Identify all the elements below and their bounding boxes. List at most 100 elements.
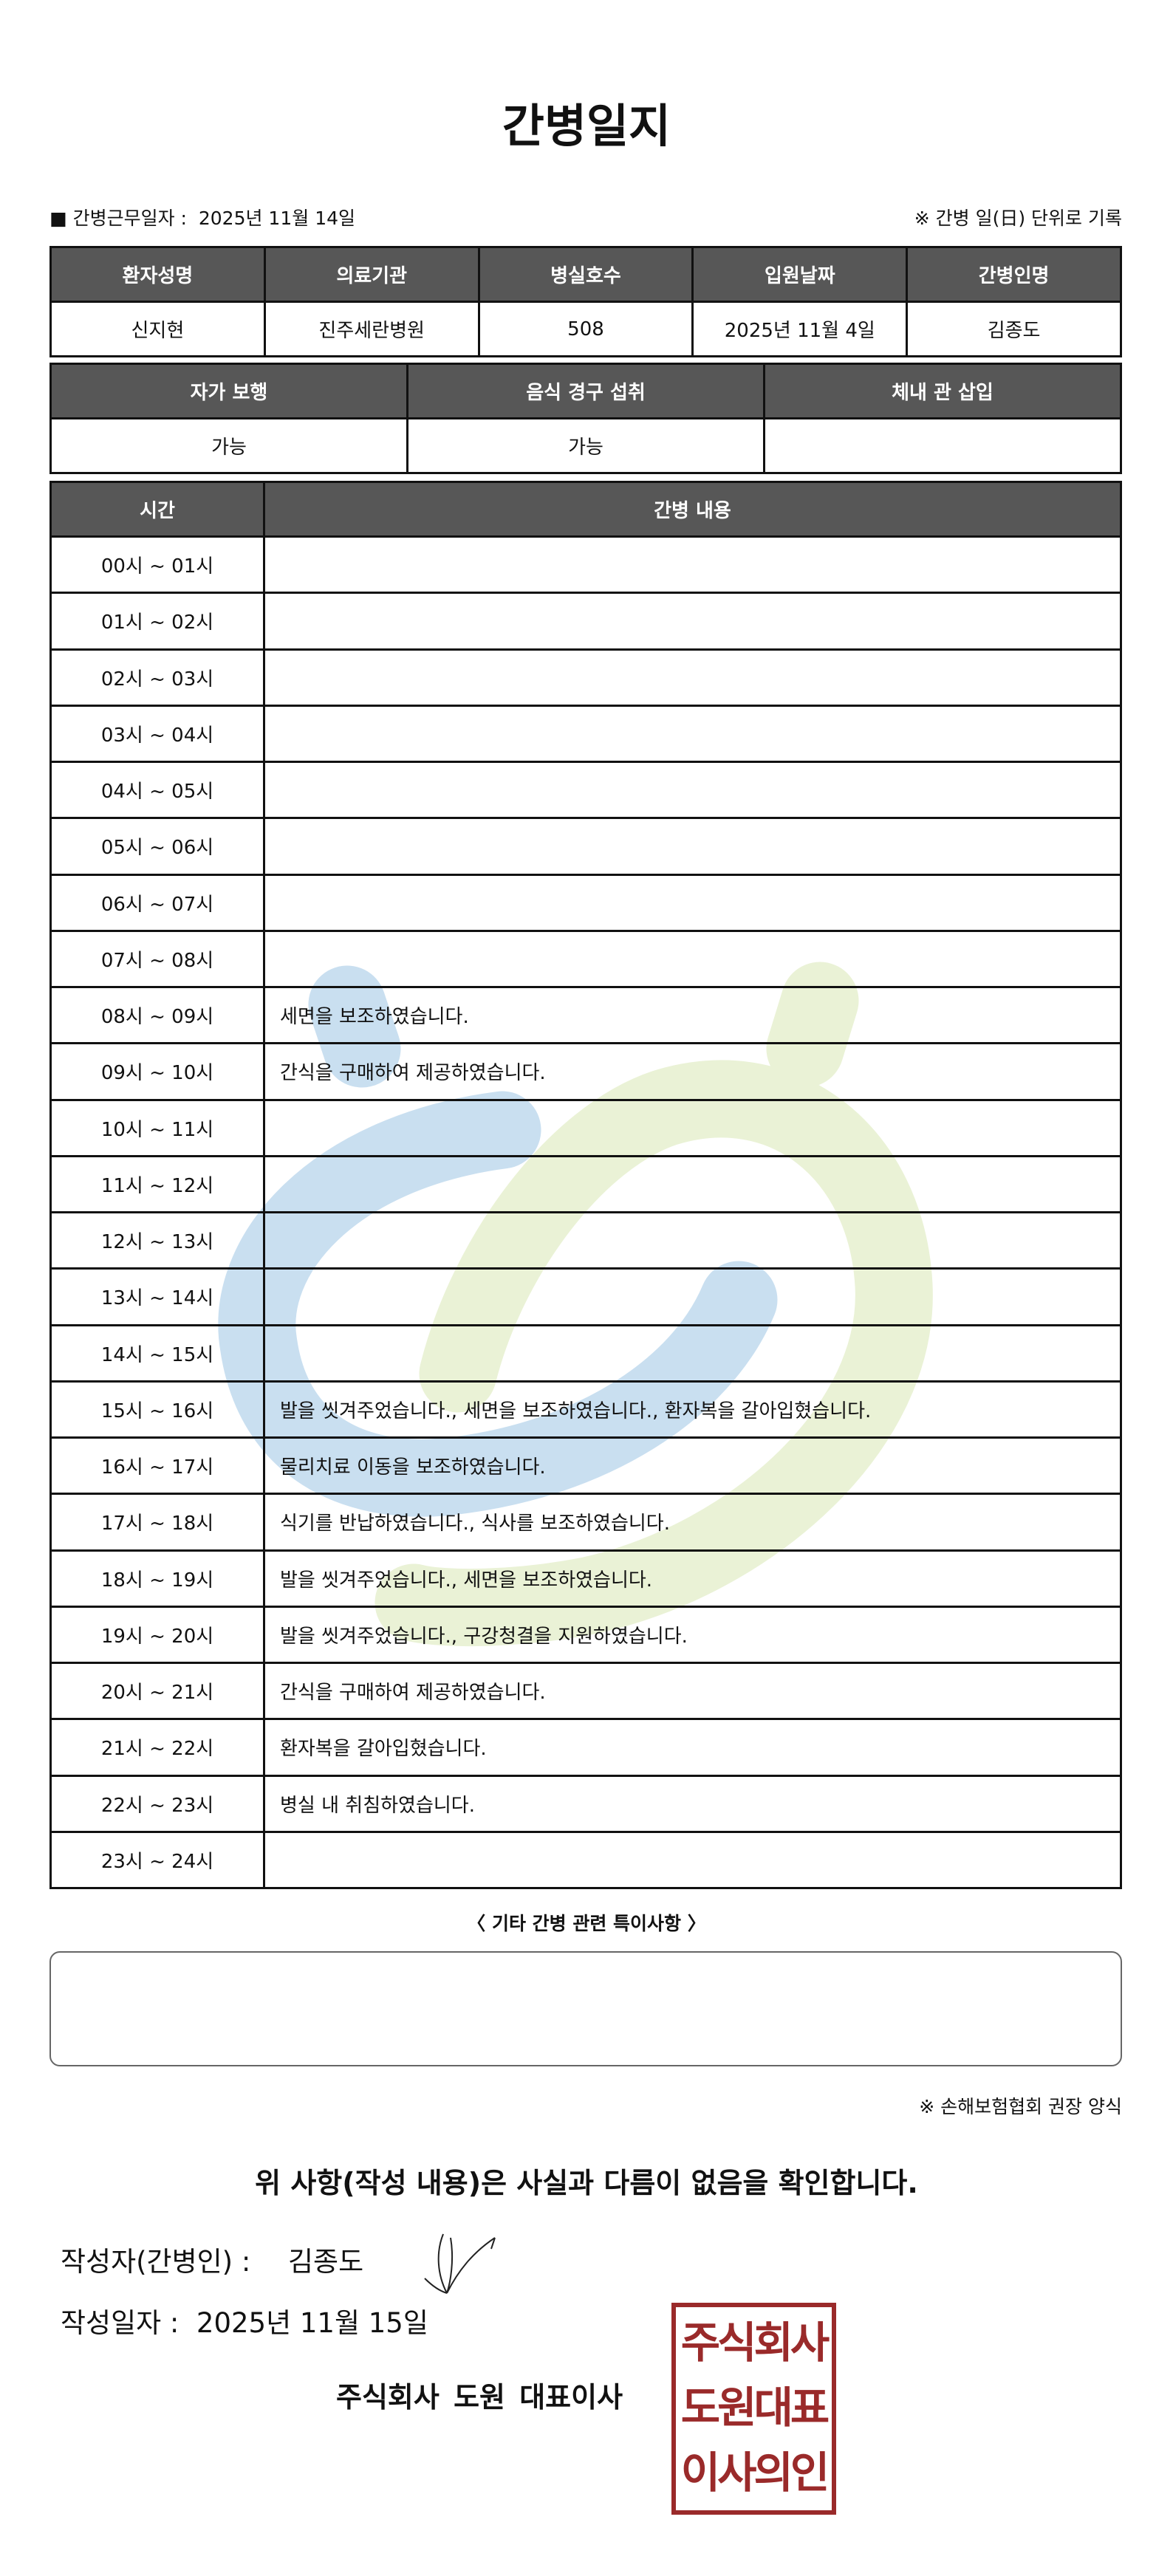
content-cell: [263, 929, 1122, 989]
content-cell: [263, 1154, 1122, 1214]
time-cell: 15시 ~ 16시: [49, 1380, 265, 1439]
table-row: 01시 ~ 02시: [49, 592, 1122, 651]
table-row: 03시 ~ 04시: [49, 704, 1122, 764]
header-hospital: 의료기관: [263, 246, 480, 303]
content-cell: 병실 내 취침하였습니다.: [263, 1774, 1122, 1833]
room-number: 508: [477, 301, 694, 357]
hospital: 진주세란병원: [263, 301, 480, 357]
time-cell: 10시 ~ 11시: [49, 1098, 265, 1157]
time-cell: 21시 ~ 22시: [49, 1718, 265, 1777]
time-cell: 11시 ~ 12시: [49, 1154, 265, 1214]
table-row: 12시 ~ 13시: [49, 1210, 1122, 1270]
writer-name: 김종도: [288, 2246, 364, 2278]
time-cell: 02시 ~ 03시: [49, 648, 265, 707]
content-cell: 간식을 구매하여 제공하였습니다.: [263, 1042, 1122, 1101]
content-cell: 발을 씻겨주었습니다., 세면을 보조하였습니다.: [263, 1549, 1122, 1608]
content-cell: 물리치료 이동을 보조하였습니다.: [263, 1436, 1122, 1496]
table-row: 17시 ~ 18시 식기를 반납하였습니다., 식사를 보조하였습니다.: [49, 1493, 1122, 1552]
written-date: 작성일자 : 2025년 11월 15일: [61, 2301, 428, 2340]
header-time: 시간: [49, 481, 265, 538]
content-cell: [263, 817, 1122, 876]
time-cell: 09시 ~ 10시: [49, 1042, 265, 1101]
remarks-box: [49, 1951, 1122, 2066]
table-row: 10시 ~ 11시: [49, 1098, 1122, 1157]
header-oral-intake: 음식 경구 섭취: [406, 363, 765, 419]
care-log-table: 시간 간병 내용 00시 ~ 01시 01시 ~ 02시 02시 ~ 03시 03시 …: [49, 481, 1122, 1890]
content-cell: [263, 1267, 1122, 1326]
table-row: 13시 ~ 14시: [49, 1267, 1122, 1326]
oral-intake-value: 가능: [406, 417, 765, 474]
time-cell: 22시 ~ 23시: [49, 1774, 265, 1833]
tube-value: [763, 417, 1122, 474]
header-caregiver: 간병인명: [906, 246, 1122, 303]
signature: [424, 2233, 496, 2294]
header-patient-name: 환자성명: [49, 246, 266, 303]
table-row: 14시 ~ 15시: [49, 1323, 1122, 1383]
work-date: ■ 간병근무일자 : 2025년 11월 14일: [49, 204, 355, 230]
content-cell: 환자복을 갈아입혔습니다.: [263, 1718, 1122, 1777]
company-seal: 주식회사 도원대표 이사의인: [671, 2303, 836, 2515]
time-cell: 00시 ~ 01시: [49, 535, 265, 595]
patient-name: 신지현: [49, 301, 266, 357]
table-row: 00시 ~ 01시: [49, 535, 1122, 595]
header-room: 병실호수: [477, 246, 694, 303]
time-cell: 13시 ~ 14시: [49, 1267, 265, 1326]
time-cell: 19시 ~ 20시: [49, 1605, 265, 1665]
table-row: 06시 ~ 07시: [49, 873, 1122, 932]
time-cell: 14시 ~ 15시: [49, 1323, 265, 1383]
recommend-note: ※ 손해보험협회 권장 양식: [919, 2096, 1122, 2117]
content-cell: 간식을 구매하여 제공하였습니다.: [263, 1661, 1122, 1721]
content-cell: [263, 704, 1122, 764]
table-row: 21시 ~ 22시 환자복을 갈아입혔습니다.: [49, 1718, 1122, 1777]
time-cell: 08시 ~ 09시: [49, 985, 265, 1045]
written-date-label: 작성일자 :: [61, 2307, 179, 2339]
header-walking: 자가 보행: [49, 363, 408, 419]
table-row: 20시 ~ 21시 간식을 구매하여 제공하였습니다.: [49, 1661, 1122, 1721]
header-content: 간병 내용: [263, 481, 1122, 538]
writer-label: 작성자(간병인) :: [61, 2246, 251, 2278]
table-row: 15시 ~ 16시 발을 씻겨주었습니다., 세면을 보조하였습니다., 환자복을…: [49, 1380, 1122, 1439]
time-cell: 23시 ~ 24시: [49, 1830, 265, 1890]
header-admission-date: 입원날짜: [691, 246, 909, 303]
content-cell: [263, 1323, 1122, 1383]
table-row: 04시 ~ 05시: [49, 760, 1122, 820]
caregiver-name: 김종도: [906, 301, 1122, 357]
time-cell: 07시 ~ 08시: [49, 929, 265, 989]
content-cell: [263, 760, 1122, 820]
content-cell: 세면을 보조하였습니다.: [263, 985, 1122, 1045]
table-row: 08시 ~ 09시 세면을 보조하였습니다.: [49, 985, 1122, 1045]
status-table: 자가 보행 음식 경구 섭취 체내 관 삽입 가능 가능: [49, 363, 1122, 474]
table-row: 07시 ~ 08시: [49, 929, 1122, 989]
time-cell: 03시 ~ 04시: [49, 704, 265, 764]
time-cell: 05시 ~ 06시: [49, 817, 265, 876]
content-cell: 발을 씻겨주었습니다., 구강청결을 지원하였습니다.: [263, 1605, 1122, 1665]
time-cell: 06시 ~ 07시: [49, 873, 265, 932]
content-cell: [263, 648, 1122, 707]
table-row: 09시 ~ 10시 간식을 구매하여 제공하였습니다.: [49, 1042, 1122, 1101]
table-row: 23시 ~ 24시: [49, 1830, 1122, 1890]
company-representative: 주식회사 도원 대표이사: [336, 2381, 623, 2414]
content-cell: 식기를 반납하였습니다., 식사를 보조하였습니다.: [263, 1493, 1122, 1552]
time-cell: 01시 ~ 02시: [49, 592, 265, 651]
table-row: 19시 ~ 20시 발을 씻겨주었습니다., 구강청결을 지원하였습니다.: [49, 1605, 1122, 1665]
table-row: 02시 ~ 03시: [49, 648, 1122, 707]
work-date-label: ■ 간병근무일자 :: [49, 208, 187, 229]
admission-date: 2025년 11월 4일: [691, 301, 909, 357]
time-cell: 20시 ~ 21시: [49, 1661, 265, 1721]
confirm-statement: 위 사항(작성 내용)은 사실과 다름이 없음을 확인합니다.: [255, 2167, 918, 2199]
header-tube: 체내 관 삽입: [763, 363, 1122, 419]
page-title: 간병일지: [502, 99, 671, 153]
time-cell: 12시 ~ 13시: [49, 1210, 265, 1270]
table-row: 22시 ~ 23시 병실 내 취침하였습니다.: [49, 1774, 1122, 1833]
work-date-value: 2025년 11월 14일: [198, 208, 355, 229]
content-cell: [263, 535, 1122, 595]
content-cell: [263, 1830, 1122, 1890]
time-cell: 16시 ~ 17시: [49, 1436, 265, 1496]
time-cell: 18시 ~ 19시: [49, 1549, 265, 1608]
content-cell: [263, 1098, 1122, 1157]
time-cell: 17시 ~ 18시: [49, 1493, 265, 1552]
content-cell: [263, 873, 1122, 932]
table-row: 11시 ~ 12시: [49, 1154, 1122, 1214]
patient-table: 환자성명 의료기관 병실호수 입원날짜 간병인명 신지현 진주세란병원 508 …: [49, 246, 1122, 357]
record-note: ※ 간병 일(日) 단위로 기록: [914, 208, 1122, 229]
